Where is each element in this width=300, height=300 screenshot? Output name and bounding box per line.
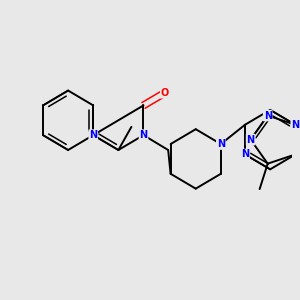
- Text: N: N: [247, 135, 255, 145]
- Text: N: N: [140, 130, 148, 140]
- Text: N: N: [241, 149, 249, 160]
- Text: N: N: [264, 111, 272, 121]
- Text: N: N: [217, 139, 225, 149]
- Text: N: N: [89, 130, 97, 140]
- Text: N: N: [291, 120, 299, 130]
- Text: O: O: [161, 88, 169, 98]
